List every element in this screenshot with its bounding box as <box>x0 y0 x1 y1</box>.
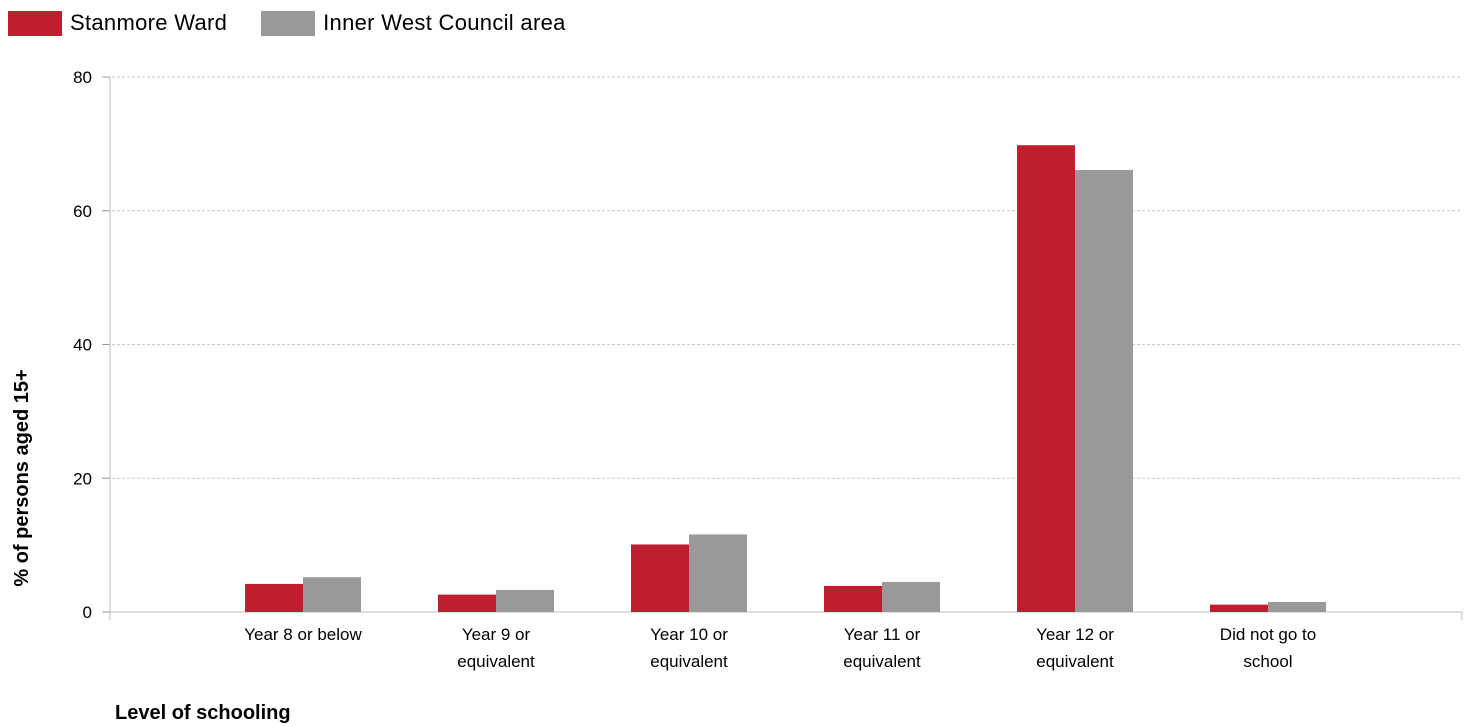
legend: Stanmore Ward Inner West Council area <box>8 8 600 38</box>
x-tick-label-1: Year 9 or equivalent <box>457 625 535 671</box>
bar-inner-west-5 <box>1268 601 1326 612</box>
x-tick-label-line: Year 10 or <box>650 625 728 644</box>
bar-inner-west-3 <box>882 581 940 612</box>
bar-inner-west-2 <box>689 534 747 612</box>
x-tick-label-2: Year 10 or equivalent <box>650 625 728 671</box>
legend-item-stanmore-ward[interactable]: Stanmore Ward <box>8 10 227 36</box>
x-tick-label-line: school <box>1243 652 1292 671</box>
y-tick-labels: 0 20 40 60 80 <box>73 68 92 622</box>
x-tick-label-line: Year 11 or <box>844 625 921 644</box>
bar-stanmore-ward-3 <box>824 585 882 612</box>
bar-inner-west-4 <box>1075 169 1133 613</box>
bars <box>245 145 1326 613</box>
bar-stanmore-ward-5 <box>1210 604 1268 612</box>
x-tick-label-3: Year 11 or equivalent <box>843 625 921 671</box>
y-tick-label-60: 60 <box>73 202 92 221</box>
bar-stanmore-ward-1 <box>438 594 496 612</box>
bar-inner-west-0 <box>303 577 361 612</box>
y-tick-label-0: 0 <box>83 603 92 622</box>
bar-inner-west-1 <box>496 589 554 612</box>
legend-label-stanmore-ward: Stanmore Ward <box>70 10 228 35</box>
x-tick-label-5: Did not go to school <box>1220 625 1316 671</box>
bar-stanmore-ward-2 <box>631 544 689 612</box>
legend-swatch-stanmore-ward <box>8 10 62 36</box>
legend-swatch-inner-west <box>261 10 316 36</box>
x-axis-title: Level of schooling <box>115 702 291 724</box>
x-tick-label-line: equivalent <box>843 652 921 671</box>
x-tick-label-line: equivalent <box>650 652 728 671</box>
x-tick-label-line: Year 9 or <box>462 625 531 644</box>
y-tick-label-40: 40 <box>73 336 92 355</box>
y-tick-label-20: 20 <box>73 469 92 488</box>
x-tick-label-0: Year 8 or below <box>244 625 362 644</box>
bar-stanmore-ward-0 <box>245 583 303 612</box>
x-tick-label-line: equivalent <box>457 652 535 671</box>
x-tick-label-line: Year 12 or <box>1036 625 1114 644</box>
axes <box>102 76 1463 620</box>
x-tick-label-line: Year 8 or below <box>244 625 362 644</box>
y-axis-title: % of persons aged 15+ <box>11 369 33 586</box>
x-tick-label-4: Year 12 or equivalent <box>1036 625 1114 671</box>
bar-stanmore-ward-4 <box>1017 145 1075 612</box>
x-tick-label-line: Did not go to <box>1220 625 1316 644</box>
legend-label-inner-west: Inner West Council area <box>323 10 566 35</box>
x-tick-label-line: equivalent <box>1036 652 1114 671</box>
y-tick-label-80: 80 <box>73 68 92 87</box>
legend-item-inner-west[interactable]: Inner West Council area <box>261 10 566 36</box>
gridlines <box>102 76 1462 479</box>
